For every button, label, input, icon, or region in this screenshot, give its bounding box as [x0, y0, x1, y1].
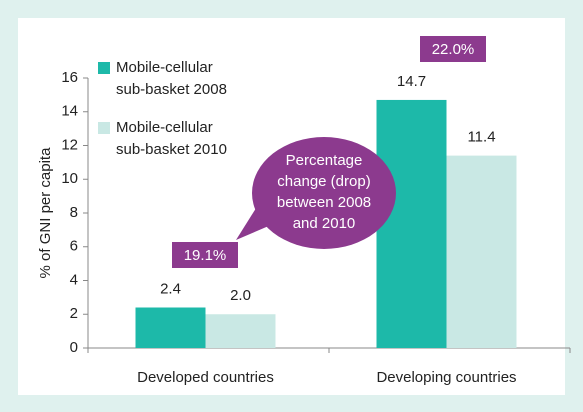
bar	[376, 99, 447, 348]
y-tick-label: 16	[61, 69, 78, 86]
y-axis-label: % of GNI per capita	[37, 147, 54, 279]
y-tick-label: 12	[61, 136, 78, 153]
value-label: 11.4	[467, 129, 495, 146]
y-tick-label: 8	[70, 204, 78, 221]
legend-label: Mobile-cellular sub-basket 2008	[116, 59, 227, 98]
callout-text: Percentage	[286, 152, 363, 169]
y-tick-label: 4	[70, 271, 78, 288]
value-label: 14.7	[397, 73, 426, 90]
value-label: 2.4	[160, 280, 181, 297]
callout-text: change (drop)	[277, 173, 370, 190]
x-tick-label: Developed countries	[137, 369, 274, 386]
x-tick-label: Developing countries	[376, 369, 516, 386]
callout-text: and 2010	[293, 215, 356, 232]
legend-swatch	[98, 62, 110, 74]
annotation-text: 19.1%	[184, 247, 227, 264]
y-tick-label: 2	[70, 305, 78, 322]
y-tick-label: 14	[61, 103, 78, 120]
bar	[205, 314, 276, 348]
annotation-box	[420, 36, 486, 62]
y-tick-label: 6	[70, 238, 78, 255]
bar	[135, 307, 206, 348]
bar	[446, 155, 517, 348]
callout-text: between 2008	[277, 194, 371, 211]
y-tick-label: 10	[61, 170, 78, 187]
annotation-text: 22.0%	[432, 41, 475, 58]
annotation-box	[172, 242, 238, 268]
legend-label: Mobile-cellular sub-basket 2010	[116, 119, 227, 158]
callout-bubble	[252, 137, 396, 249]
legend-swatch	[98, 122, 110, 134]
value-label: 2.0	[230, 287, 251, 304]
y-tick-label: 0	[70, 339, 78, 356]
